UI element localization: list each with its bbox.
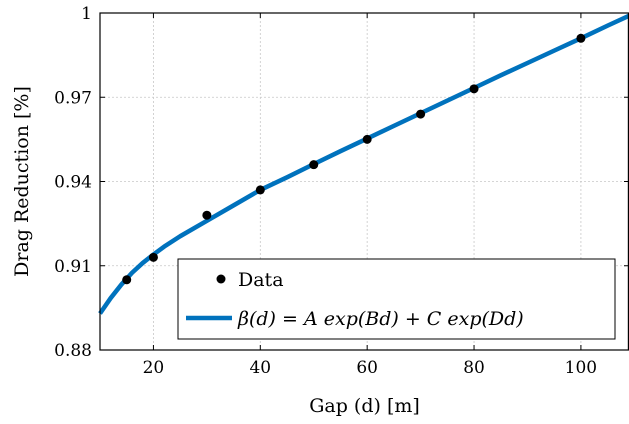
x-tick-label: 20 xyxy=(143,358,165,378)
tick-labels: 20 40 60 80 100 0.88 0.91 0.94 0.97 1 xyxy=(54,4,597,378)
legend: Data β(d) = A exp(Bd) + C exp(Dd) xyxy=(177,258,616,340)
y-tick-label: 0.97 xyxy=(54,88,92,108)
y-axis-label: Drag Reduction [%] xyxy=(11,86,33,277)
data-point xyxy=(309,160,319,170)
x-tick-label: 40 xyxy=(249,358,271,378)
data-point xyxy=(255,185,265,195)
x-axis-label: Gap (d) [m] xyxy=(309,395,420,417)
data-point xyxy=(122,275,132,285)
y-tick-label: 1 xyxy=(81,4,92,24)
data-point xyxy=(416,109,426,119)
data-points-layer xyxy=(122,33,586,285)
data-point xyxy=(469,84,479,94)
legend-label-data: Data xyxy=(238,269,284,291)
y-tick-label: 0.94 xyxy=(54,173,92,193)
data-point xyxy=(576,33,586,43)
data-point xyxy=(362,134,372,144)
x-tick-label: 60 xyxy=(356,358,378,378)
data-point xyxy=(202,210,212,220)
y-tick-label: 0.91 xyxy=(54,257,92,277)
x-tick-label: 80 xyxy=(463,358,485,378)
legend-label-fit: β(d) = A exp(Bd) + C exp(Dd) xyxy=(237,308,524,330)
x-tick-label: 100 xyxy=(565,358,597,378)
axis-ticks xyxy=(100,12,629,351)
y-tick-label: 0.88 xyxy=(54,341,92,361)
legend-marker-data xyxy=(216,274,226,284)
data-point xyxy=(148,252,158,262)
legend-box xyxy=(177,258,616,340)
